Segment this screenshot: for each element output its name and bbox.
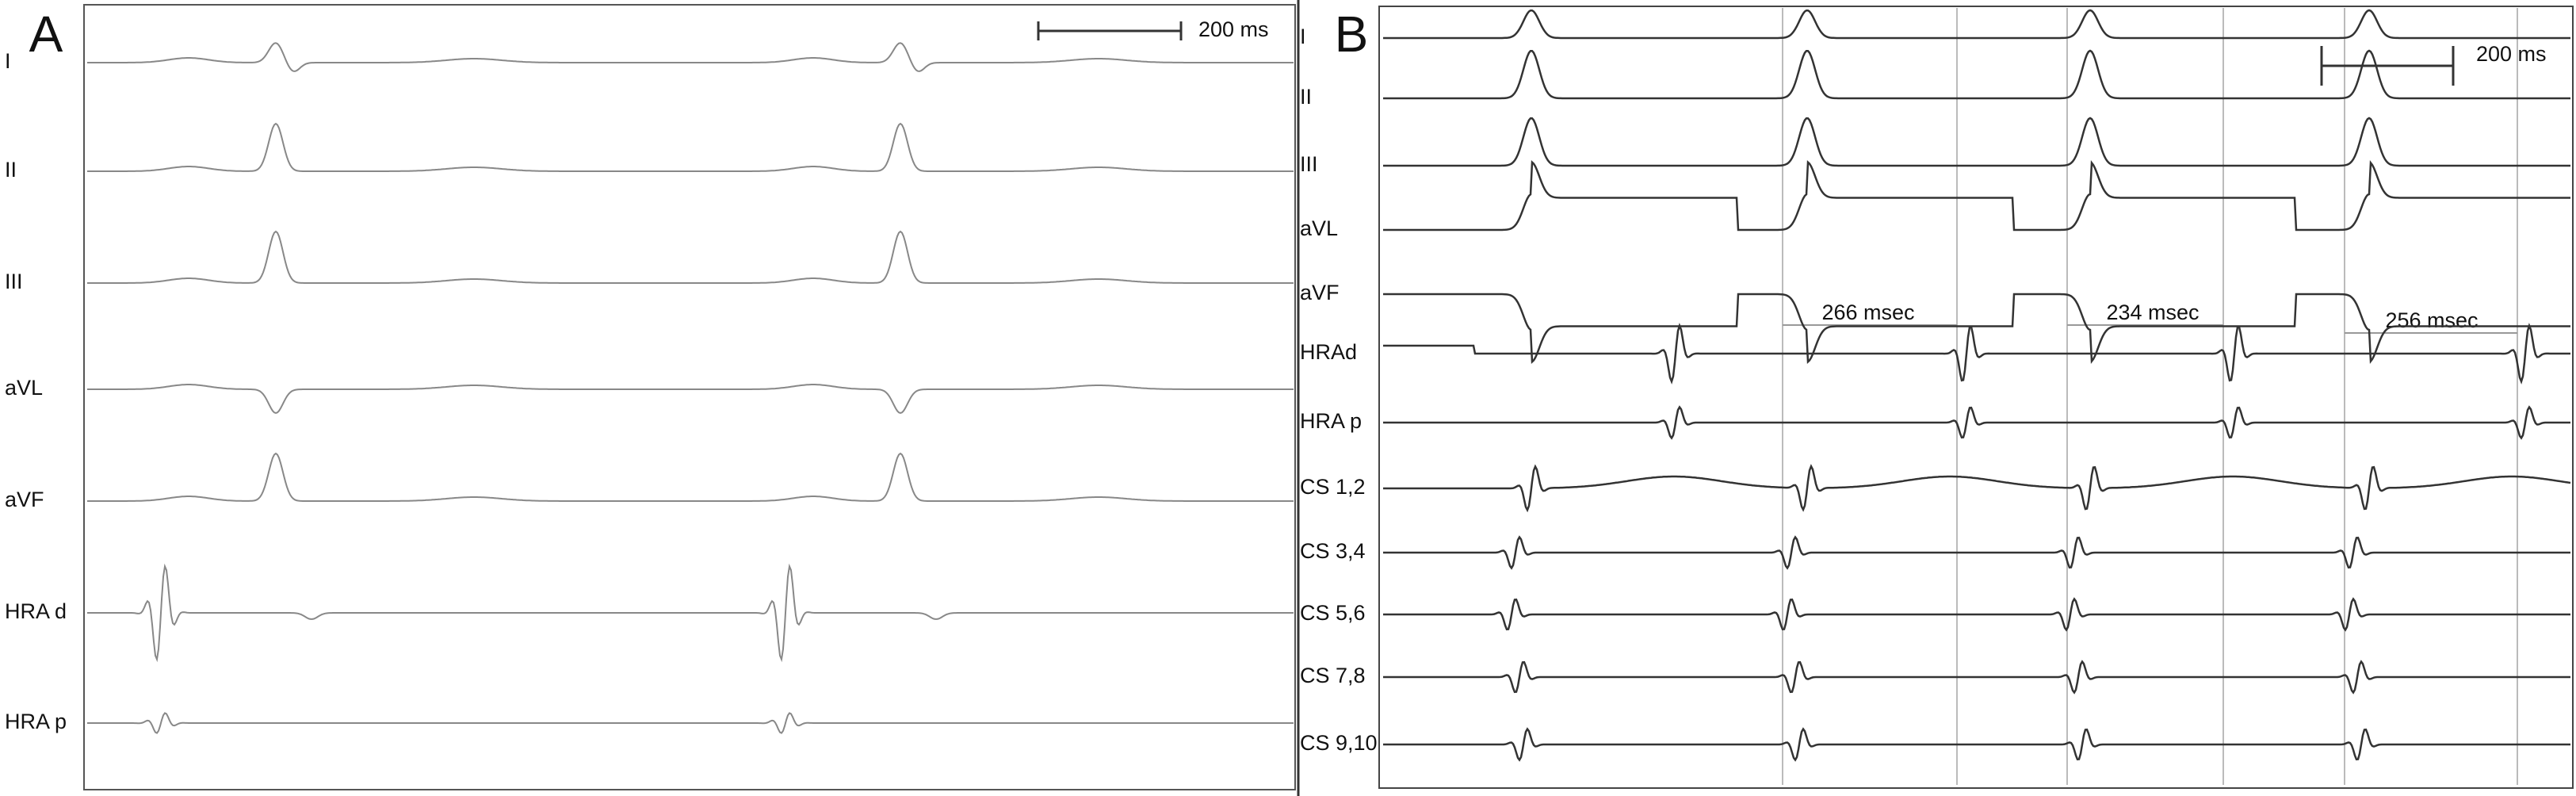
trace	[87, 563, 1294, 663]
channel-label: HRA p	[5, 710, 67, 733]
channel-label: CS 5,6	[1300, 601, 1366, 625]
trace	[87, 230, 1294, 284]
trace	[1383, 597, 2570, 632]
channel-label: III	[5, 270, 23, 293]
trace	[1383, 9, 2570, 40]
scale-bar-b	[2320, 46, 2455, 86]
scale-bar-label: 200 ms	[1198, 17, 1269, 41]
channel-label: II	[5, 158, 17, 182]
panel-a-frame	[83, 4, 1296, 790]
interval-label: 266 msec	[1821, 300, 1914, 324]
channel-label: CS 7,8	[1300, 664, 1366, 687]
trace	[87, 122, 1294, 172]
trace	[87, 42, 1294, 72]
interval-label: 234 msec	[2106, 300, 2199, 324]
trace	[1383, 535, 2570, 570]
channel-label: HRAd	[1300, 340, 1357, 364]
channel-label: II	[1300, 85, 1312, 109]
panel-b-frame	[1378, 6, 2574, 789]
scale-bar-label: 200 ms	[2476, 42, 2547, 66]
trace	[87, 384, 1294, 415]
panel-label: B	[1335, 6, 1369, 63]
channel-label: aVF	[1300, 281, 1340, 304]
channel-label: CS 1,2	[1300, 475, 1366, 499]
channel-label: HRA d	[5, 599, 67, 623]
trace	[1383, 405, 2570, 440]
interval-lines	[1783, 324, 2517, 334]
channel-label: CS 9,10	[1300, 731, 1378, 755]
interval-label: 256 msec	[2385, 308, 2478, 332]
channel-label: aVL	[1300, 216, 1338, 240]
channel-label: I	[5, 49, 11, 73]
scale-bar-a	[1037, 21, 1183, 40]
trace	[1383, 293, 2570, 365]
trace	[1383, 117, 2570, 167]
panel-label: A	[29, 6, 63, 63]
trace	[1383, 464, 2571, 513]
channel-label: III	[1300, 152, 1318, 176]
channel-label: aVL	[5, 376, 43, 400]
channel-label: aVF	[5, 488, 44, 511]
trace	[1383, 323, 2570, 385]
panel-b-gridlines	[1782, 8, 2518, 785]
trace	[1383, 660, 2570, 695]
trace	[1383, 727, 2570, 762]
trace	[87, 452, 1294, 502]
channel-label: HRA p	[1300, 409, 1362, 433]
channel-label: I	[1300, 25, 1306, 48]
trace	[1383, 49, 2570, 100]
trace	[87, 712, 1294, 734]
trace	[1383, 159, 2570, 232]
channel-label: CS 3,4	[1300, 539, 1366, 563]
